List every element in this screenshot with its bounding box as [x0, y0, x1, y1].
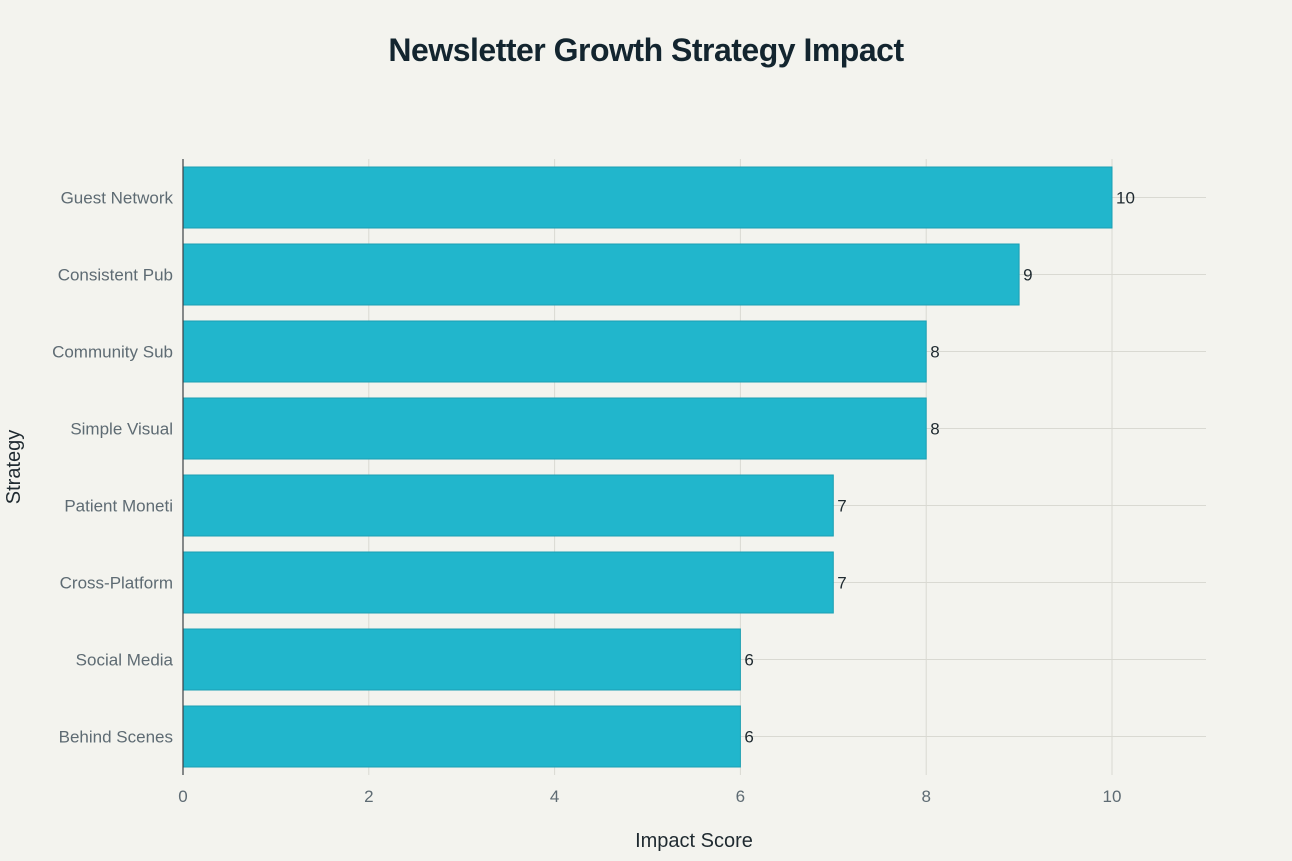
bar — [182, 705, 741, 768]
x-tick-label: 6 — [736, 787, 745, 806]
bar — [182, 397, 927, 460]
x-axis-title: Impact Score — [635, 830, 753, 852]
data-label: 6 — [744, 651, 753, 670]
category-label: Cross-Platform — [60, 574, 173, 593]
x-tick-label: 0 — [178, 787, 187, 806]
data-label: 8 — [930, 343, 939, 362]
bar — [182, 243, 1020, 306]
category-label: Simple Visual — [70, 420, 173, 439]
data-label: 10 — [1116, 189, 1135, 208]
category-label: Behind Scenes — [59, 728, 173, 747]
bar — [182, 320, 927, 383]
data-label: 7 — [837, 574, 846, 593]
data-label: 6 — [744, 728, 753, 747]
category-label: Guest Network — [61, 189, 174, 208]
bar — [182, 166, 1113, 229]
data-label: 7 — [837, 497, 846, 516]
category-label: Consistent Pub — [58, 266, 173, 285]
data-label: 9 — [1023, 266, 1032, 285]
x-tick-label: 8 — [921, 787, 930, 806]
x-tick-label: 10 — [1103, 787, 1122, 806]
bar — [182, 628, 741, 691]
category-label: Social Media — [76, 651, 174, 670]
y-axis-title: Strategy — [3, 430, 25, 504]
x-tick-label: 2 — [364, 787, 373, 806]
bar — [182, 551, 834, 614]
axes-group: 0 2 4 6 8 10 Guest Network Consistent Pub Commun… — [52, 159, 1121, 806]
bars-group — [182, 166, 1113, 768]
category-label: Patient Moneti — [64, 497, 173, 516]
bar — [182, 474, 834, 537]
x-tick-label: 4 — [550, 787, 559, 806]
labels-group: 10 9 8 8 7 7 6 6 — [744, 189, 1135, 747]
category-label: Community Sub — [52, 343, 173, 362]
data-label: 8 — [930, 420, 939, 439]
chart-title: Newsletter Growth Strategy Impact — [388, 32, 904, 68]
